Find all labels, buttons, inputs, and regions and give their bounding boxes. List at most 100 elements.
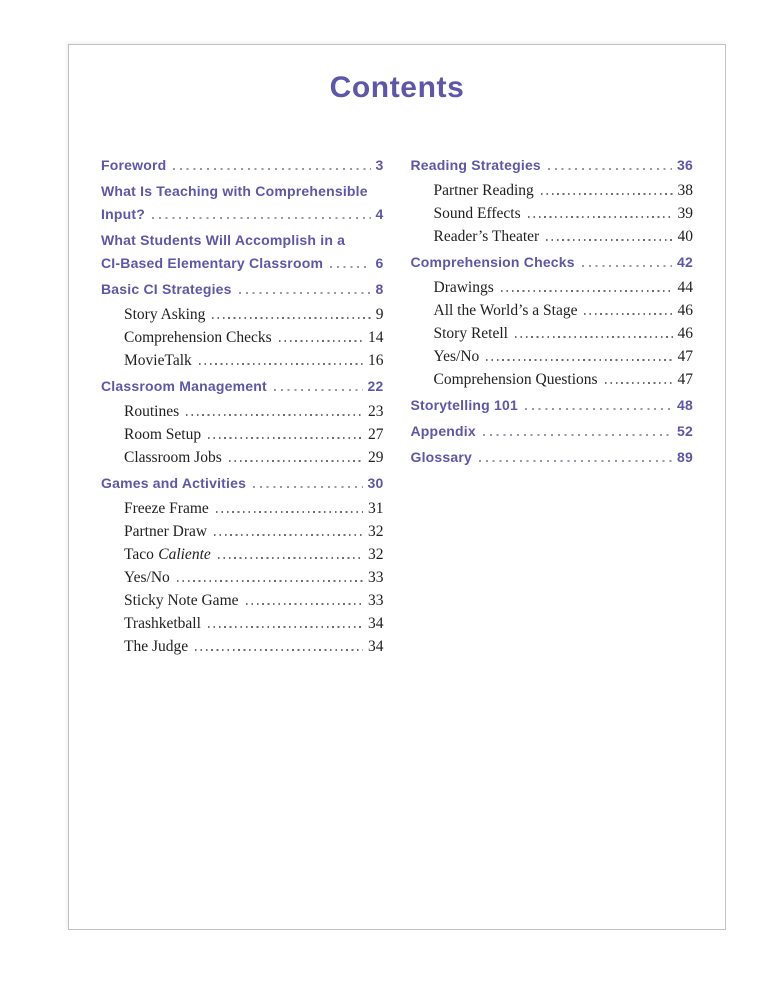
toc-entry-label: Routines <box>124 403 180 420</box>
dot-leader <box>217 557 363 559</box>
dot-leader <box>215 511 363 513</box>
toc-entry-label: Comprehension Questions <box>433 371 598 388</box>
toc-section-entry: Classroom Management 22 <box>101 375 384 398</box>
toc-entry-page-number: 34 <box>368 615 384 632</box>
toc-entry-label: Sound Effects <box>433 205 521 222</box>
toc-entry-label: Sticky Note Game <box>124 592 239 609</box>
page-title: Contents <box>329 71 465 104</box>
book-page: Contents Foreword 3 What Is Teaching with … <box>68 44 726 930</box>
dot-leader <box>253 486 363 488</box>
toc-entry-page-number: 14 <box>368 329 384 346</box>
toc-entry-row: Partner Draw 32 <box>124 520 384 543</box>
toc-entry-page-number: 34 <box>368 638 384 655</box>
toc-entry-row: Glossary 89 <box>411 446 694 469</box>
toc-entry-page-number: 29 <box>368 449 384 466</box>
toc-entry-row: Games and Activities 30 <box>101 472 384 495</box>
toc-entry-row: Reading Strategies 36 <box>411 154 694 177</box>
toc-entry-label: Room Setup <box>124 426 202 443</box>
toc-entry-page-number: 38 <box>677 182 694 199</box>
toc-entry-page-number: 47 <box>677 348 694 365</box>
dot-leader <box>173 168 371 170</box>
dot-leader <box>547 168 673 170</box>
toc-entry-label: Comprehension Checks <box>124 329 272 346</box>
dot-leader <box>479 460 673 462</box>
toc-sub-entry: Sticky Note Game 33 <box>101 589 384 612</box>
toc-entry-page-number: 30 <box>367 475 384 491</box>
toc-column-right: Reading Strategies 36 Partner Reading 38 Sou… <box>411 151 694 658</box>
toc-sub-entry: Freeze Frame 31 <box>101 497 384 520</box>
dot-leader <box>514 336 673 338</box>
toc-entry-page-number: 33 <box>368 592 384 609</box>
toc-entry-label: Input? <box>101 206 145 222</box>
toc-entry-label: All the World’s a Stage <box>433 302 578 319</box>
dot-leader <box>604 382 673 384</box>
toc-entry-page-number: 32 <box>368 546 384 563</box>
toc-section-entry: Appendix 52 <box>411 420 694 443</box>
toc-sub-entry: The Judge 34 <box>101 635 384 658</box>
toc-sub-entry: Comprehension Questions 47 <box>411 368 694 391</box>
toc-entry-row: Room Setup 27 <box>124 423 384 446</box>
dot-leader <box>273 389 363 391</box>
toc-entry-label: Classroom Jobs <box>124 449 222 466</box>
toc-section-entry: Comprehension Checks 42 <box>411 251 694 274</box>
toc-sub-entry: Yes/No 33 <box>101 566 384 589</box>
toc-entry-row: Comprehension Checks 42 <box>411 251 694 274</box>
toc-entry-row: Yes/No 33 <box>124 566 384 589</box>
toc-sub-entry: Story Asking 9 <box>101 303 384 326</box>
toc-entry-page-number: 33 <box>368 569 384 586</box>
toc-entry-label: Classroom Management <box>101 378 267 394</box>
toc-entry-label-italic: Caliente <box>158 546 211 563</box>
toc-entry-page-number: 4 <box>375 206 384 222</box>
toc-entry-row: Reader’s Theater 40 <box>434 225 694 248</box>
toc-entry-page-number: 42 <box>677 254 693 270</box>
dot-leader <box>212 317 371 319</box>
toc-sub-entry: All the World’s a Stage 46 <box>411 299 694 322</box>
toc-entry-row: CI-Based Elementary Classroom 6 <box>101 252 384 275</box>
dot-leader <box>584 313 673 315</box>
toc-entry-page-number: 9 <box>375 306 384 323</box>
toc-entry-label: Partner Reading <box>433 182 534 199</box>
dot-leader <box>195 649 363 651</box>
toc-entry-page-number: 16 <box>368 352 384 369</box>
toc-entry-row: Story Asking 9 <box>124 303 384 326</box>
toc-entry-page-number: 8 <box>375 281 384 297</box>
toc-entry-page-number: 23 <box>368 403 384 420</box>
dot-leader <box>238 292 371 294</box>
toc-entry-label: Glossary <box>410 449 473 465</box>
toc-entry-label: Yes/No <box>124 569 170 586</box>
toc-sub-entry: Routines 23 <box>101 400 384 423</box>
toc-entry-page-number: 31 <box>368 500 384 517</box>
toc-entry-row: Yes/No 47 <box>434 345 694 368</box>
toc-entry-label: Story Retell <box>433 325 508 342</box>
toc-entry-label: MovieTalk <box>124 352 192 369</box>
toc-entry-page-number: 46 <box>677 302 694 319</box>
toc-entry-row: Drawings 44 <box>434 276 694 299</box>
toc-entry-page-number: 27 <box>368 426 384 443</box>
toc-entry-row: Sticky Note Game 33 <box>124 589 384 612</box>
toc-entry-page-number: 36 <box>677 157 693 173</box>
toc-entry-label: Comprehension Checks <box>410 254 575 270</box>
toc-entry-label: Taco <box>124 546 154 563</box>
toc-entry-page-number: 89 <box>677 449 693 465</box>
toc-section-entry: Storytelling 101 48 <box>411 394 694 417</box>
toc-entry-page-number: 48 <box>677 397 693 413</box>
toc-sub-entry: MovieTalk 16 <box>101 349 384 372</box>
toc-section-entry: Games and Activities 30 <box>101 472 384 495</box>
toc-section-entry: Foreword 3 <box>101 154 384 177</box>
toc-entry-row: Sound Effects 39 <box>434 202 694 225</box>
dot-leader <box>198 363 363 365</box>
toc-section-entry: Reading Strategies 36 <box>411 154 694 177</box>
dot-leader <box>214 534 363 536</box>
dot-leader <box>482 434 673 436</box>
toc-entry-row: Storytelling 101 48 <box>411 394 694 417</box>
toc-entry-page-number: 3 <box>375 157 384 173</box>
toc-column-left: Foreword 3 What Is Teaching with Comprehen… <box>101 151 384 658</box>
toc-entry-row: Comprehension Questions 47 <box>434 368 694 391</box>
toc-entry-label: Freeze Frame <box>124 500 209 517</box>
toc-entry-row: All the World’s a Stage 46 <box>434 299 694 322</box>
dot-leader <box>207 626 363 628</box>
dot-leader <box>186 414 363 416</box>
toc-entry-page-number: 40 <box>677 228 694 245</box>
toc-entry-label: Drawings <box>433 279 494 296</box>
toc-entry-row: Appendix 52 <box>411 420 694 443</box>
